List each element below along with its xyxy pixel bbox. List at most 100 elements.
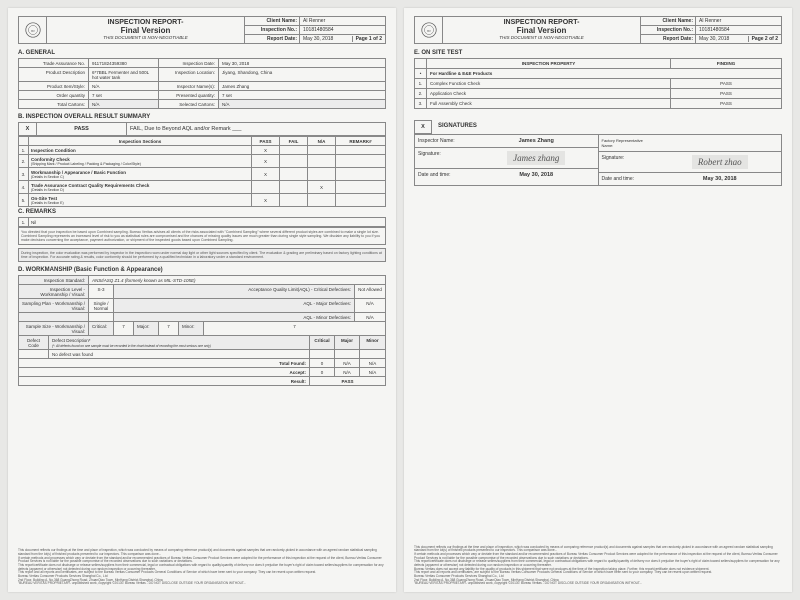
b-section: Workmanship / Appearance / Basic Functio… xyxy=(29,168,252,181)
datetime-label: Date and time: xyxy=(415,169,475,181)
genA-l1: Total Cartons: xyxy=(19,100,89,108)
b-fail xyxy=(280,194,308,207)
e-num: 2. xyxy=(415,89,427,98)
genA-l1: Order quantity xyxy=(19,91,89,99)
section-a: Trade Assurance No.91171824359380Inspect… xyxy=(18,58,386,109)
e-num: 1. xyxy=(415,79,427,88)
b-fail xyxy=(280,155,308,168)
b-remark xyxy=(336,181,386,194)
ac-crit: 0 xyxy=(310,368,335,376)
col-fail: FAIL xyxy=(280,137,308,146)
b-section: Conformity Check(Shipping Mark / Product… xyxy=(29,155,252,168)
ss-maj-label: Major: xyxy=(134,322,159,335)
b-section: Trade Assurance Contract Quality Require… xyxy=(29,181,252,194)
ac-min: N/A xyxy=(360,368,385,376)
col-minor: Minor xyxy=(360,336,385,349)
ac-maj: N/A xyxy=(335,368,360,376)
report-date: May 30, 2018 xyxy=(303,36,333,42)
genA-v1: N/A xyxy=(89,100,159,108)
aql-maj-label: AQL - Major Defectives: xyxy=(114,299,355,312)
genA-l1: Product Item/Style: xyxy=(19,82,89,90)
section-c-table: 1. Nil xyxy=(18,217,386,227)
b-num: 4. xyxy=(19,181,29,194)
pass-label: PASS xyxy=(37,123,127,135)
b-remark xyxy=(336,155,386,168)
e-finding: PASS xyxy=(671,89,781,98)
e-num: 3. xyxy=(415,99,427,108)
col-sections: Inspection Sections xyxy=(29,137,252,146)
ss-min-label: Minor: xyxy=(179,322,204,335)
aql-min-label: AQL - Minor Defectives: xyxy=(114,313,355,321)
b-num: 1. xyxy=(19,146,29,155)
aql-crit-label: Acceptance Quality Limit(AQL) - Critical… xyxy=(114,285,355,298)
date-value: May 30, 2018 Page 1 of 2 xyxy=(300,35,385,43)
genA-l2: Inspection Location: xyxy=(159,68,219,81)
section-b-title: B. INSPECTION OVERALL RESULT SUMMARY xyxy=(18,112,386,122)
inspector-signature: James zhang xyxy=(475,148,598,168)
genA-v2: N/A xyxy=(219,100,385,108)
b-fail xyxy=(280,181,308,194)
remark-text: Nil xyxy=(29,218,386,227)
plan-value: Single / Normal xyxy=(89,299,114,312)
rep-signature: Robert zhao xyxy=(659,152,782,172)
genA-v2: James Zhang xyxy=(219,82,385,90)
genA-v1: 91171824359380 xyxy=(89,59,159,67)
tf-maj: N/A xyxy=(335,359,360,367)
genA-l1: Product Description xyxy=(19,68,89,81)
bullet-icon: • xyxy=(415,69,427,78)
col-major: Major xyxy=(335,336,360,349)
title-line1: INSPECTION REPORT- xyxy=(49,19,242,26)
b-pass: X xyxy=(252,146,280,155)
lvl-label: Inspection Level - Workmanship / Visual: xyxy=(19,285,89,298)
svg-text:BV: BV xyxy=(31,29,35,33)
accept-label: Accept: xyxy=(19,368,310,376)
section-d: Inspection Standard: ANSI/ASQ Z1.4 (form… xyxy=(18,275,386,386)
genA-v1: 7 set xyxy=(89,91,159,99)
footer-page2: This document reflects our findings at t… xyxy=(414,546,782,586)
page-2: BV INSPECTION REPORT- Final Version THIS… xyxy=(404,8,792,592)
genA-l2: Selected Cartons: xyxy=(159,100,219,108)
genA-l2: Presented quantity: xyxy=(159,91,219,99)
e-property: Application Check xyxy=(427,89,671,98)
b-remark xyxy=(336,168,386,181)
signatures-title: SIGNATURES xyxy=(432,120,480,134)
signatures-header: X SIGNATURES xyxy=(414,120,782,134)
inspno-label: Inspection No.: xyxy=(245,26,300,34)
b-section: Inspection Condition xyxy=(29,146,252,155)
genA-v1: 6*7BBL Fermenter and 500L hot water tank xyxy=(89,68,159,81)
rep-name xyxy=(659,135,782,151)
page-number: Page 2 of 2 xyxy=(748,36,778,42)
section-a-title: A. GENERAL xyxy=(18,48,386,58)
b-remark xyxy=(336,146,386,155)
b-num: 5. xyxy=(19,194,29,207)
bv-logo: BV xyxy=(415,17,443,43)
page-number: Page 1 of 2 xyxy=(352,36,382,42)
result-label: Result: xyxy=(19,377,310,385)
tf-min: N/A xyxy=(360,359,385,367)
signature-label: Signature: xyxy=(415,148,475,168)
inspector-name: James Zhang xyxy=(475,135,598,147)
inspector-name-label: Inspector Name: xyxy=(415,135,475,147)
b-num: 2. xyxy=(19,155,29,168)
b-remark xyxy=(336,194,386,207)
signatures-box: Inspector Name: James Zhang Signature: J… xyxy=(414,134,782,186)
date-label: Report Date: xyxy=(245,35,300,43)
ss-min-value: 7 xyxy=(204,322,385,335)
rep-name-label: Factory Representative Name: xyxy=(599,135,659,151)
genA-l2: Inspector Name(s): xyxy=(159,82,219,90)
pass-fail-bar: X PASS FAIL, Due to Beyond AQL and/or Re… xyxy=(18,122,386,136)
e-property: Full Assembly Check xyxy=(427,99,671,108)
aql-crit-value: Not Allowed xyxy=(355,285,385,298)
aql-maj-value: N/A xyxy=(355,299,385,312)
sig-x: X xyxy=(414,120,432,134)
std-value: ANSI/ASQ Z1.4 (formerly known as MIL-STD… xyxy=(89,276,385,284)
genA-v2: 7 set xyxy=(219,91,385,99)
e-finding: PASS xyxy=(671,99,781,108)
b-pass: X xyxy=(252,194,280,207)
b-pass xyxy=(252,181,280,194)
signature-label-2: Signature: xyxy=(599,152,659,172)
b-fail xyxy=(280,168,308,181)
b-pass: X xyxy=(252,168,280,181)
genA-v1: N/A xyxy=(89,82,159,90)
ss-crit-value: 7 xyxy=(114,322,134,335)
